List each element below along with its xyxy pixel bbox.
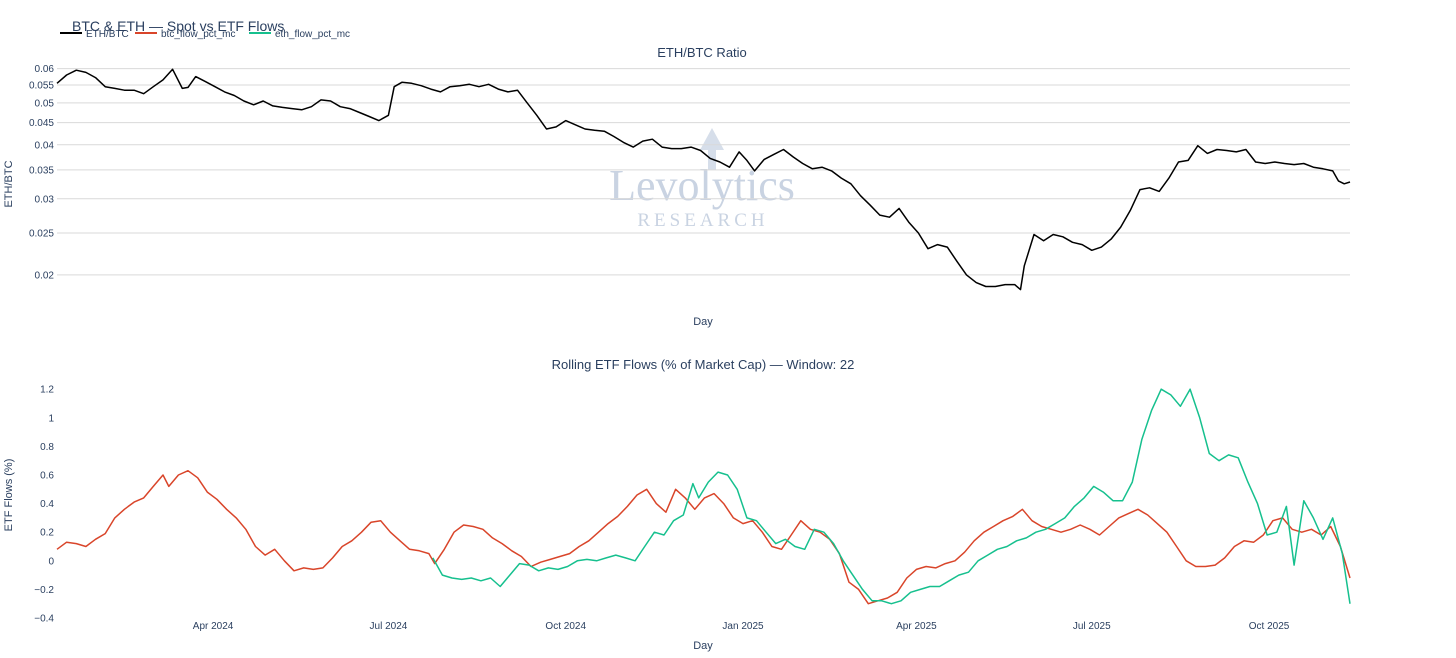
panel2-x-ticks: Apr 2024 Jul 2024 Oct 2024 Jan 2025 Apr 2025… — [193, 621, 1290, 632]
legend[interactable]: ETH/BTC btc_flow_pct_mc eth_flow_pct_mc — [60, 29, 350, 40]
panel1-y-tick-label: 0.055 — [29, 80, 54, 91]
panel1-y-tick-label: 0.035 — [29, 165, 54, 176]
panel1-series — [56, 68, 1351, 291]
watermark-logo: Levolytics RESEARCH — [609, 128, 795, 231]
panel1-gridlines — [57, 68, 1350, 276]
panel2-y-ticks: 1.2 1 0.8 0.6 0.4 0.2 0 −0.2 −0.4 — [34, 385, 54, 625]
eth-btc-ratio-panel: ETH/BTC Ratio 0.06 0.055 0.05 0.045 0.04 0.03… — [3, 45, 1351, 328]
panel1-y-tick-label: 0.02 — [35, 270, 55, 281]
panel2-y-tick-label: −0.2 — [34, 585, 54, 596]
panel1-y-tick-label: 0.06 — [35, 64, 55, 75]
panel2-x-tick-label: Jan 2025 — [722, 621, 764, 632]
legend-item-eth-flow[interactable]: eth_flow_pct_mc — [249, 29, 350, 40]
panel1-y-tick-label: 0.04 — [35, 140, 55, 151]
panel1-y-axis-label: ETH/BTC — [3, 160, 15, 207]
watermark-name: Levolytics — [609, 161, 795, 210]
panel1-y-tick-label: 0.025 — [29, 229, 54, 240]
panel2-x-tick-label: Jul 2024 — [370, 621, 408, 632]
figure-title: BTC & ETH — Spot vs ETF Flows — [72, 18, 284, 34]
panel1-y-ticks: 0.06 0.055 0.05 0.045 0.04 0.035 0.03 0.025 0.02 — [29, 64, 54, 281]
panel2-y-tick-label: 0 — [48, 556, 54, 567]
legend-item-btc-flow[interactable]: btc_flow_pct_mc — [135, 29, 235, 40]
etf-flows-panel: Rolling ETF Flows (% of Market Cap) — Wi… — [3, 357, 1351, 652]
panel2-y-tick-label: 1 — [48, 413, 54, 424]
panel2-y-tick-label: −0.4 — [34, 614, 54, 625]
watermark-arrow-icon — [700, 128, 724, 170]
series-line-btc-flow-pct-mc — [56, 469, 1351, 605]
panel1-title: ETH/BTC Ratio — [657, 45, 747, 60]
legend-label-eth-btc: ETH/BTC — [86, 29, 129, 40]
panel2-x-axis-label: Day — [693, 640, 713, 652]
panel2-x-tick-label: Oct 2025 — [1249, 621, 1290, 632]
watermark-tagline: RESEARCH — [637, 210, 768, 231]
legend-item-eth-btc[interactable]: ETH/BTC — [60, 29, 129, 40]
legend-label-eth-flow: eth_flow_pct_mc — [275, 29, 350, 40]
legend-label-btc-flow: btc_flow_pct_mc — [161, 29, 235, 40]
panel2-x-tick-label: Apr 2024 — [193, 621, 234, 632]
panel2-x-tick-label: Apr 2025 — [896, 621, 937, 632]
panel2-y-tick-label: 1.2 — [40, 385, 54, 396]
panel2-x-tick-label: Jul 2025 — [1073, 621, 1111, 632]
panel2-y-tick-label: 0.8 — [40, 442, 54, 453]
panel2-y-tick-label: 0.6 — [40, 470, 54, 481]
panel2-y-tick-label: 0.2 — [40, 528, 54, 539]
panel2-x-tick-label: Oct 2024 — [545, 621, 586, 632]
panel2-title: Rolling ETF Flows (% of Market Cap) — Wi… — [552, 357, 855, 372]
panel1-y-tick-label: 0.03 — [35, 194, 55, 205]
panel2-y-axis-label: ETF Flows (%) — [3, 459, 15, 532]
panel2-y-tick-label: 0.4 — [40, 499, 54, 510]
panel1-y-tick-label: 0.05 — [35, 98, 55, 109]
series-line-eth-flow-pct-mc — [432, 388, 1351, 605]
panel1-y-tick-label: 0.045 — [29, 118, 54, 129]
panel1-x-axis-label: Day — [693, 316, 713, 328]
panel2-series — [56, 388, 1351, 605]
series-line-eth-btc — [56, 68, 1351, 291]
